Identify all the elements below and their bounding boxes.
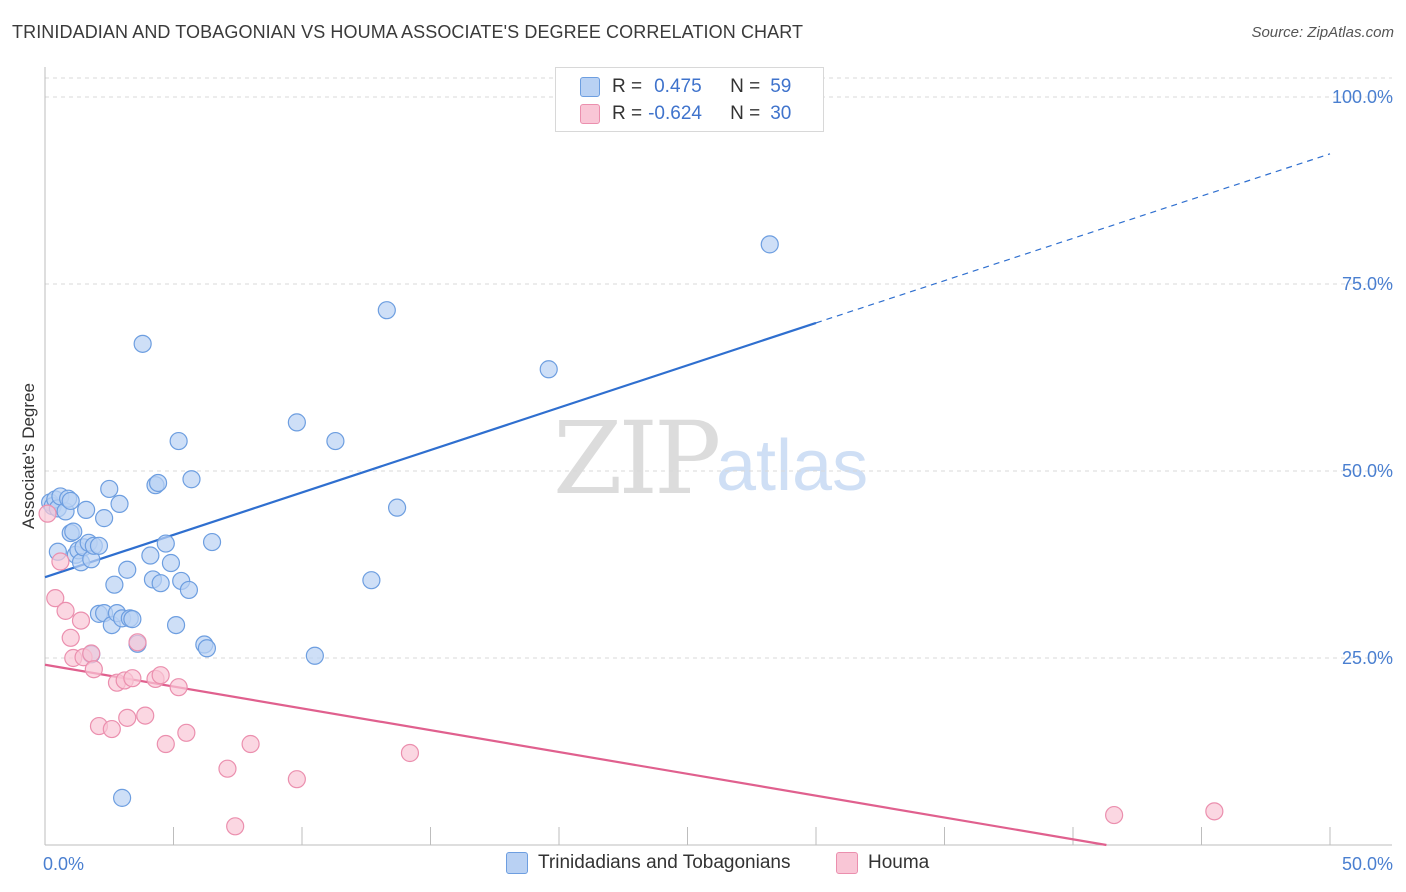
point-blue [169,431,188,451]
point-blue [287,413,306,432]
bottom-legend-swatch-pink [836,852,858,874]
x-tick-label: 50.0% [1342,854,1393,874]
legend-r-label: R = [612,76,643,97]
bottom-legend-swatch-blue [506,852,528,874]
point-blue [118,560,137,579]
legend-n-value: 59 [770,76,792,97]
trendline-pink [44,663,1107,847]
point-blue [151,574,170,593]
point-pink [71,611,91,630]
point-blue [197,639,217,658]
point-pink [400,743,420,763]
tick-labels: 25.0% 50.0% 75.0% 100.0% 0.0% 50.0% Associate'… [19,87,1393,874]
legend-row-pink: R = -0.624 N = 30 [580,101,791,127]
point-blue [156,534,175,553]
data-points [38,235,1224,836]
point-blue [110,494,129,514]
point-pink [123,669,142,688]
point-blue [305,646,324,665]
point-pink [118,708,137,727]
point-pink [156,734,175,754]
x-tick-label: 0.0% [43,854,84,874]
point-pink [128,633,147,652]
point-blue [95,509,114,528]
point-pink [102,719,121,739]
y-tick-label: 75.0% [1342,274,1393,294]
point-blue [148,473,168,493]
point-pink [136,706,155,725]
point-pink [177,723,196,742]
point-pink [56,601,75,620]
source-note: Source: ZipAtlas.com [1251,24,1394,41]
point-pink [241,734,260,754]
point-blue [326,431,345,451]
legend-r-value: -0.624 [648,103,702,124]
bottom-legend-label-blue: Trinidadians and Tobagonians [538,852,791,873]
trend-lines [44,153,1331,847]
point-blue [133,334,152,353]
point-blue [77,500,96,519]
point-pink [84,660,103,679]
point-pink [169,678,188,697]
point-pink [151,666,170,685]
y-tick-label: 100.0% [1332,87,1393,107]
point-pink [82,644,101,663]
bottom-legend-label-pink: Houma [868,852,930,873]
point-blue [112,788,132,807]
point-blue [760,235,779,254]
trendline-blue-extension [815,153,1331,324]
point-pink [46,589,65,608]
point-blue [387,498,407,517]
y-axis-label: Associate's Degree [19,383,38,529]
legend-swatch-pink [580,104,600,124]
point-pink [1105,805,1124,825]
legend-n-label: N = [730,103,761,124]
point-blue [89,536,109,555]
chart-title: TRINIDADIAN AND TOBAGONIAN VS HOUMA ASSO… [12,22,804,42]
watermark-zip: ZIP [553,400,721,517]
watermark-atlas: atlas [716,426,869,506]
point-blue [202,532,222,552]
legend-r-value: 0.475 [654,76,702,97]
trendline-blue [44,321,817,579]
point-blue [123,610,142,629]
point-pink [38,504,57,523]
y-tick-label: 50.0% [1342,461,1393,481]
point-pink [61,628,80,647]
point-blue [377,301,396,320]
point-pink [226,817,245,836]
legend-box: R = 0.475 N = 59 R = -0.624 N = 30 [555,67,824,132]
point-blue [100,479,119,499]
point-blue [362,571,381,590]
point-pink [218,759,237,778]
legend-n-label: N = [730,76,761,97]
legend-row-blue: R = 0.475 N = 59 [580,74,791,100]
point-blue [64,522,83,541]
point-blue [141,546,160,565]
point-blue [182,470,201,489]
bottom-legend-blue: Trinidadians and Tobagonians [506,852,790,874]
point-blue [161,553,181,573]
point-blue [166,615,186,635]
point-pink [287,770,306,789]
legend-swatch-blue [580,77,600,97]
point-blue [105,575,124,594]
bottom-legend-pink: Houma [836,852,929,874]
point-blue [179,580,199,600]
point-blue [539,360,558,379]
point-pink [51,552,70,571]
grid-lines [45,77,1392,659]
legend-r-label: R = [612,103,643,124]
point-blue [61,491,80,511]
point-pink [1205,802,1224,821]
y-tick-label: 25.0% [1342,648,1393,668]
axes [44,67,1392,846]
legend-n-value: 30 [770,103,792,124]
